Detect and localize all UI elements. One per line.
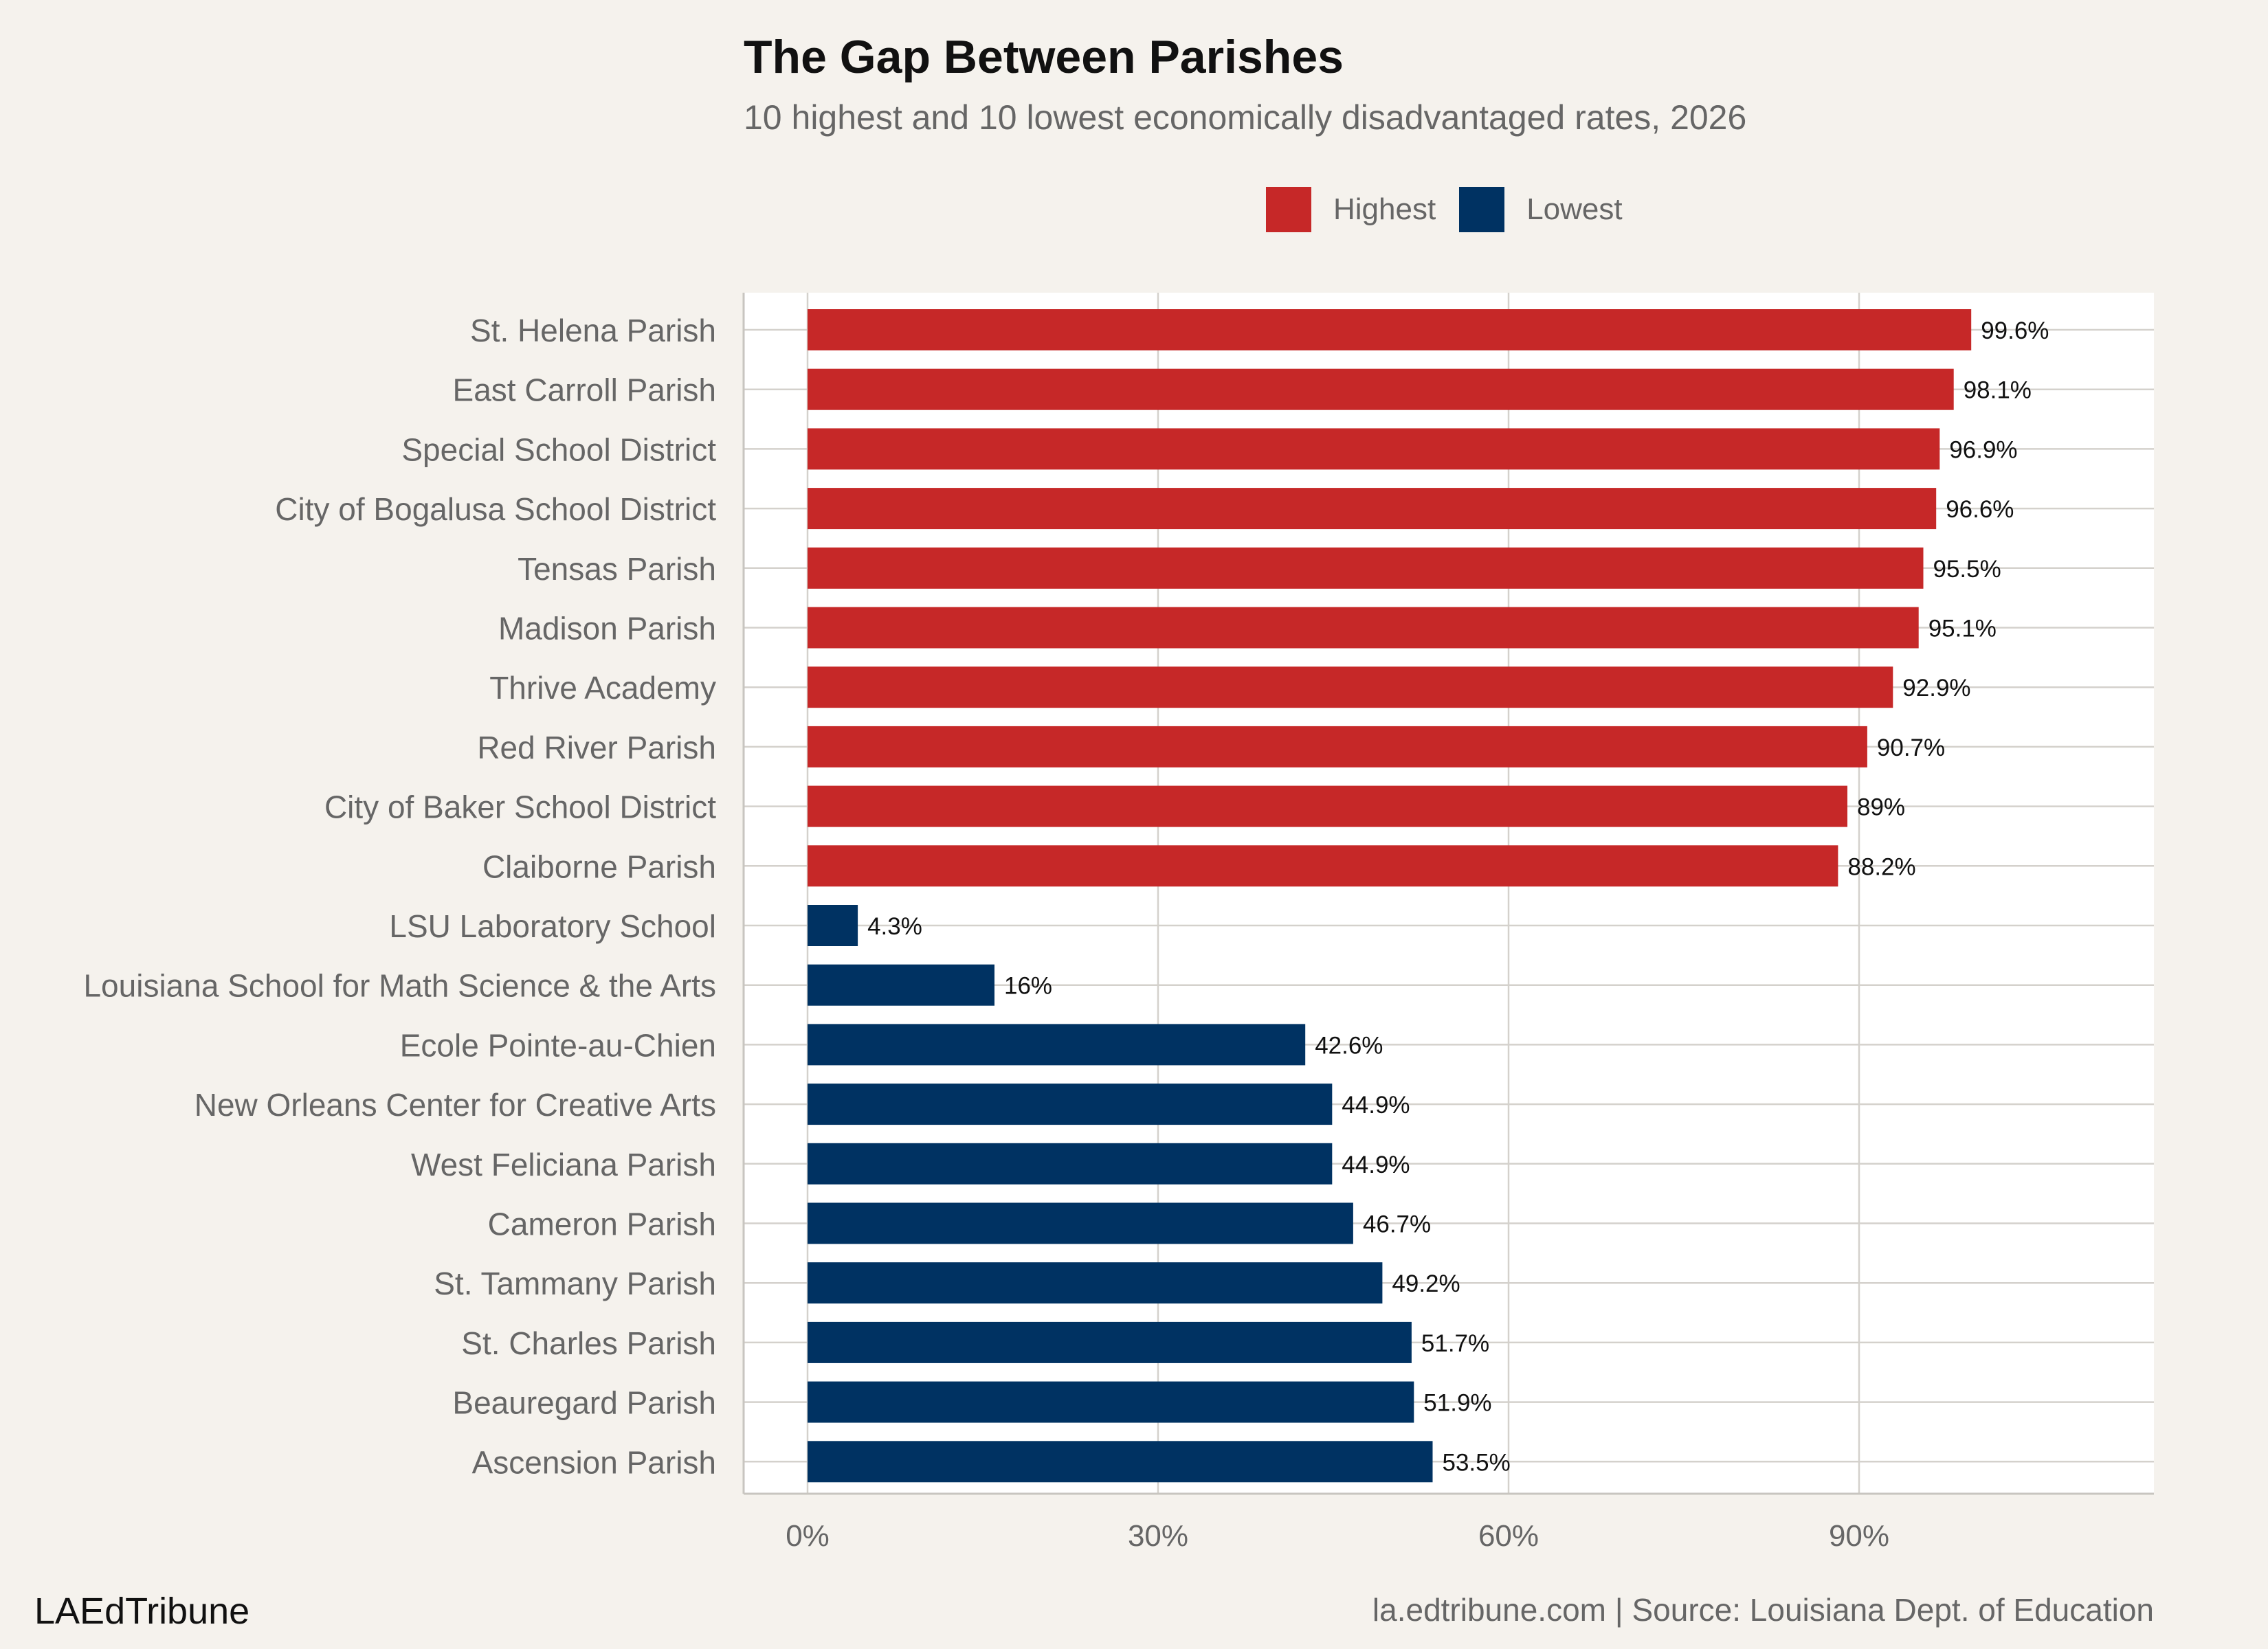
- bar: [808, 1321, 1412, 1363]
- bar-value-label: 99.6%: [1981, 317, 2049, 344]
- bar: [808, 1441, 1433, 1483]
- bar: [808, 726, 1867, 767]
- category-label: East Carroll Parish: [453, 372, 716, 408]
- category-label: West Feliciana Parish: [411, 1147, 716, 1182]
- bar-value-label: 42.6%: [1315, 1032, 1383, 1059]
- bar-value-label: 98.1%: [1964, 377, 2032, 404]
- bar: [808, 607, 1919, 649]
- x-tick-label: 0%: [786, 1519, 830, 1553]
- category-label: St. Tammany Parish: [434, 1266, 716, 1301]
- x-tick-label: 30%: [1128, 1519, 1188, 1553]
- category-label: Cameron Parish: [488, 1207, 716, 1242]
- bar: [808, 1084, 1333, 1125]
- bar: [808, 1143, 1333, 1185]
- bar: [808, 428, 1940, 470]
- legend: Highest Lowest: [1266, 187, 1646, 232]
- bar-value-label: 90.7%: [1877, 734, 1945, 761]
- bar: [808, 845, 1838, 887]
- plot-panel: [744, 293, 2154, 1494]
- legend-item-lowest: Lowest: [1459, 187, 1623, 232]
- bar-value-label: 53.5%: [1443, 1449, 1511, 1476]
- category-label: Claiborne Parish: [482, 849, 716, 884]
- bar: [808, 666, 1893, 708]
- bar-value-label: 88.2%: [1847, 853, 1915, 880]
- x-tick-label: 90%: [1829, 1519, 1889, 1553]
- legend-swatch-highest: [1266, 187, 1311, 232]
- category-label: Madison Parish: [498, 611, 716, 647]
- bar-value-label: 92.9%: [1902, 675, 1970, 702]
- bar: [808, 1202, 1353, 1244]
- bar-value-label: 89%: [1857, 794, 1905, 821]
- category-label: City of Bogalusa School District: [275, 491, 716, 527]
- category-label: St. Charles Parish: [461, 1325, 716, 1361]
- category-label: St. Helena Parish: [470, 313, 716, 348]
- category-label: LSU Laboratory School: [389, 908, 716, 944]
- bar-value-label: 4.3%: [867, 913, 922, 940]
- legend-label-lowest: Lowest: [1526, 192, 1623, 226]
- category-label: New Orleans Center for Creative Arts: [194, 1087, 716, 1123]
- category-label: Louisiana School for Math Science & the …: [83, 968, 716, 1004]
- bar: [808, 488, 1937, 530]
- bar: [808, 309, 1972, 350]
- chart-title: The Gap Between Parishes: [744, 31, 1344, 83]
- bar-value-label: 51.7%: [1421, 1330, 1489, 1357]
- bar: [808, 905, 858, 946]
- bar-value-label: 51.9%: [1423, 1390, 1491, 1417]
- bar-value-label: 49.2%: [1392, 1270, 1460, 1297]
- category-label: Ecole Pointe-au-Chien: [400, 1027, 716, 1063]
- bar: [808, 547, 1924, 589]
- bar-value-label: 16%: [1004, 973, 1052, 1000]
- bar-value-label: 96.6%: [1946, 496, 2014, 523]
- bar-value-label: 44.9%: [1342, 1092, 1410, 1119]
- bar: [808, 1262, 1383, 1304]
- category-label: City of Baker School District: [324, 789, 716, 825]
- legend-item-highest: Highest: [1266, 187, 1436, 232]
- category-label: Beauregard Parish: [452, 1385, 716, 1421]
- bar: [808, 368, 1954, 410]
- bar-value-label: 95.5%: [1933, 556, 2001, 583]
- category-label: Ascension Parish: [472, 1444, 716, 1480]
- x-tick-label: 60%: [1478, 1519, 1539, 1553]
- bar: [808, 1024, 1306, 1066]
- category-label: Special School District: [401, 431, 716, 467]
- category-label: Tensas Parish: [518, 551, 716, 587]
- category-label: Red River Parish: [477, 730, 716, 765]
- bar: [808, 1381, 1414, 1423]
- legend-swatch-lowest: [1459, 187, 1505, 232]
- bar-value-label: 96.9%: [1949, 436, 2017, 463]
- category-label: Thrive Academy: [489, 670, 716, 706]
- brand-logo-text: LAEdTribune: [34, 1591, 250, 1632]
- bar-value-label: 46.7%: [1363, 1211, 1431, 1238]
- chart-subtitle: 10 highest and 10 lowest economically di…: [744, 98, 1747, 137]
- legend-label-highest: Highest: [1333, 192, 1436, 226]
- bar: [808, 964, 994, 1006]
- source-note: la.edtribune.com | Source: Louisiana Dep…: [1372, 1592, 2154, 1628]
- bar-value-label: 95.1%: [1928, 616, 1997, 642]
- bar: [808, 785, 1847, 827]
- bar-value-label: 44.9%: [1342, 1152, 1410, 1178]
